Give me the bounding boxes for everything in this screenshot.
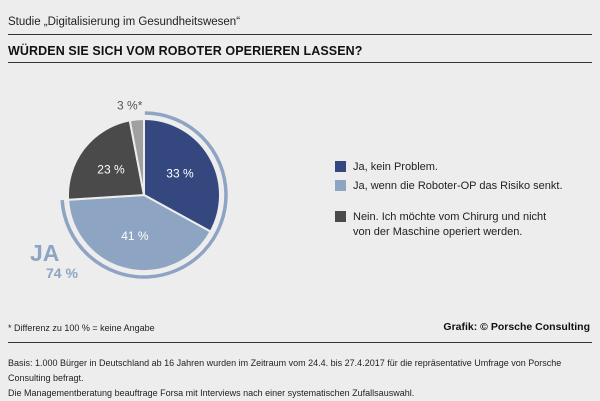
legend-item-yes-if-safer: Ja, wenn die Roboter-OP das Risiko senkt…: [335, 179, 563, 194]
group-label-yes: JA: [30, 240, 59, 266]
legend-label-line1: Nein. Ich möchte vom Chirurg und nicht: [353, 211, 547, 223]
legend: Ja, kein Problem. Ja, wenn die Roboter-O…: [335, 160, 563, 240]
group-arc-yes: [60, 111, 228, 279]
legend-swatch: [335, 211, 346, 222]
legend-label: Ja, kein Problem.: [353, 161, 438, 173]
legend-swatch: [335, 161, 346, 172]
footnote: * Differenz zu 100 % = keine Angabe: [8, 323, 155, 333]
slice-no-answer: [128, 117, 145, 196]
value-label-yes-if-safer: 41 %: [121, 229, 149, 243]
slice-no: [67, 119, 146, 201]
legend-swatch: [335, 180, 346, 191]
graphic-credit: Grafik: © Porsche Consulting: [443, 321, 590, 333]
top-divider: [8, 34, 592, 35]
legend-item-yes-no-problem: Ja, kein Problem.: [335, 160, 563, 175]
methodology-line1: Basis: 1.000 Bürger in Deutschland ab 16…: [8, 358, 562, 383]
legend-label-line2: von der Maschine operiert werden.: [353, 226, 523, 238]
value-label-no-answer: 3 %*: [117, 98, 143, 112]
methodology-line2: Die Managementberatung beauftrage Forsa …: [8, 388, 415, 398]
title-divider: [8, 62, 592, 63]
group-value-yes: 74 %: [46, 265, 78, 281]
bottom-divider: [8, 342, 592, 343]
slice-yes-if-safer: [67, 193, 212, 272]
value-label-yes-no-problem: 33 %: [166, 167, 194, 181]
chart-question: WÜRDEN SIE SICH VOM ROBOTER OPERIEREN LA…: [8, 44, 363, 58]
study-title: Studie „Digitalisierung im Gesundheitswe…: [8, 16, 241, 28]
legend-item-no: Nein. Ich möchte vom Chirurg und nicht v…: [335, 210, 563, 240]
value-label-no: 23 %: [97, 162, 125, 176]
legend-label: Ja, wenn die Roboter-OP das Risiko senkt…: [353, 180, 563, 192]
methodology-note: Basis: 1.000 Bürger in Deutschland ab 16…: [8, 356, 598, 401]
slice-yes-no-problem: [143, 117, 221, 233]
